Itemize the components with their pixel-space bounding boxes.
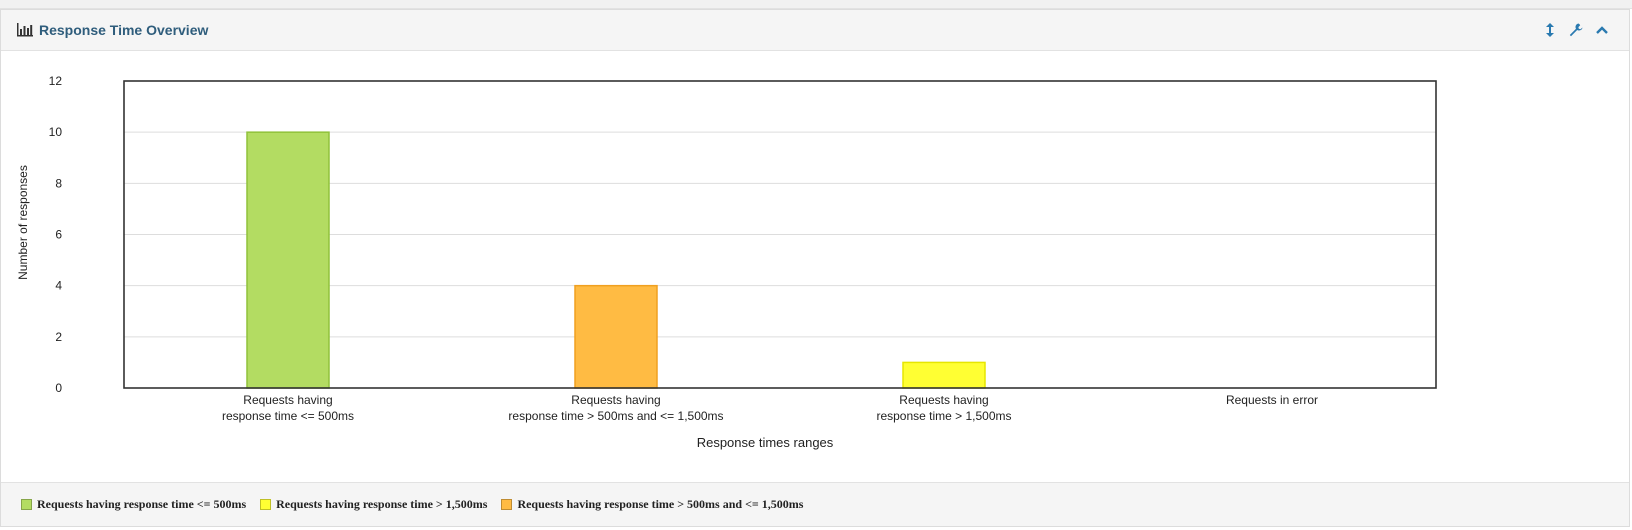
bar-0 (246, 131, 330, 389)
legend-item[interactable]: Requests having response time > 500ms an… (501, 497, 803, 512)
response-time-chart: 0 2 4 6 8 10 12 Requests having response time <=… (16, 74, 1437, 450)
widget-toolbar (1543, 22, 1609, 38)
x-tick-label: Requests having (899, 393, 988, 407)
legend-label: Requests having response time > 1,500ms (276, 497, 488, 511)
widget-header: Response Time Overview (1, 10, 1629, 51)
legend-label: Requests having response time > 500ms an… (517, 497, 804, 511)
legend-label: Requests having response time <= 500ms (37, 497, 247, 511)
x-tick-label-line2: response time > 500ms and <= 1,500ms (508, 409, 723, 423)
y-tick-label: 2 (55, 330, 62, 344)
chevron-up-icon[interactable] (1595, 22, 1609, 38)
legend-swatch (260, 499, 272, 510)
x-axis-label: Response times ranges (697, 435, 834, 450)
y-tick-label: 4 (55, 279, 62, 293)
title-wrap: Response Time Overview (17, 22, 208, 38)
x-tick-label-line2: response time > 1,500ms (876, 409, 1011, 423)
top-strip (0, 0, 1632, 9)
response-time-widget: Response Time Overview 0 2 4 6 8 10 12 Requests… (0, 9, 1630, 527)
legend-swatch (21, 499, 32, 510)
bar-2 (902, 361, 986, 389)
legend-item[interactable]: Requests having response time > 1,500ms (260, 497, 487, 512)
bar-1 (574, 284, 658, 389)
chart-legend: Requests having response time <= 500ms Re… (1, 482, 1629, 526)
resize-vertical-icon[interactable] (1543, 22, 1557, 38)
y-tick-label: 10 (49, 125, 63, 139)
y-tick-label: 12 (49, 74, 63, 88)
y-axis-label: Number of responses (16, 165, 30, 280)
widget-title: Response Time Overview (39, 22, 209, 38)
y-tick-label: 8 (55, 176, 62, 190)
x-tick-label: Requests having (571, 393, 660, 407)
chart-area: 0 2 4 6 8 10 12 Requests having response time <=… (1, 51, 1629, 474)
x-tick-label-line2: response time <= 500ms (222, 409, 354, 423)
legend-item[interactable]: Requests having response time <= 500ms (21, 497, 246, 512)
y-tick-label: 0 (55, 381, 62, 395)
x-tick-label: Requests having (243, 393, 332, 407)
wrench-icon[interactable] (1569, 22, 1583, 38)
x-tick-label: Requests in error (1226, 393, 1318, 407)
plot-border (123, 80, 1437, 389)
y-tick-label: 6 (55, 228, 62, 242)
legend-swatch (501, 499, 513, 510)
bar-chart-icon (17, 23, 33, 37)
